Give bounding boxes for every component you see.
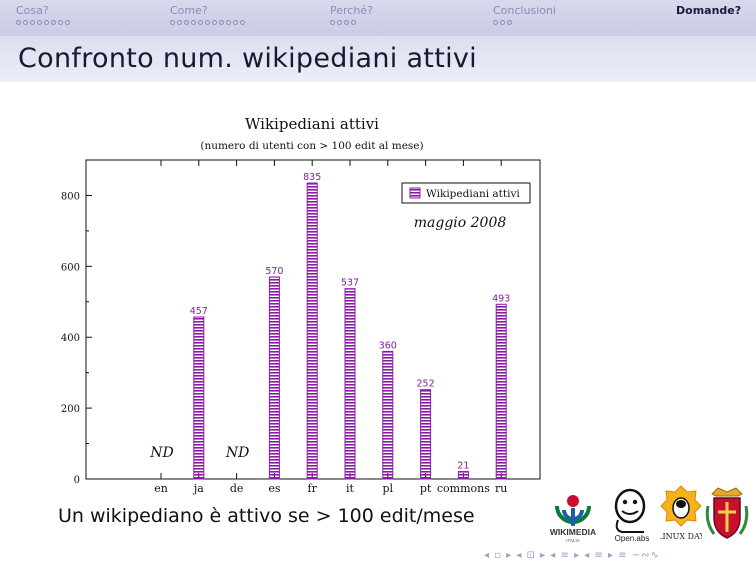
x-category-label: commons [437, 482, 490, 495]
nav-frame-dot[interactable] [184, 20, 189, 25]
x-category-label: en [154, 482, 168, 495]
wikimedia-logo: WIKIMEDIA ITALIA [550, 495, 596, 543]
bar-value-label: 457 [190, 306, 208, 317]
nav-frame-dot[interactable] [351, 20, 356, 25]
caption: Un wikipediano è attivo se > 100 edit/me… [58, 505, 475, 527]
nav-frame-dot[interactable] [65, 20, 70, 25]
nav-section-label[interactable]: Perché? [330, 4, 373, 17]
wikimedia-text: WIKIMEDIA [550, 527, 596, 537]
bar [306, 182, 318, 480]
slide-title-bar [0, 36, 756, 82]
nav-frame-dot[interactable] [51, 20, 56, 25]
not-available-label: ND [149, 445, 173, 461]
slide-title: Confronto num. wikipediani attivi [18, 43, 477, 74]
bar [268, 276, 280, 480]
x-category-label: fr [308, 482, 318, 495]
nav-frame-dot[interactable] [58, 20, 63, 25]
bar-value-label: 252 [417, 379, 435, 390]
nav-frame-dot[interactable] [23, 20, 28, 25]
x-category-label: de [230, 482, 244, 495]
linuxday-text: LINUX DAY [660, 532, 702, 541]
nav-section-dots [493, 20, 556, 25]
nav-frame-dot[interactable] [240, 20, 245, 25]
nav-frame-dot[interactable] [344, 20, 349, 25]
bar-value-label: 360 [379, 340, 397, 351]
chart-annotation: maggio 2008 [414, 215, 507, 231]
x-category-label: pl [383, 482, 394, 495]
bar-value-label: 493 [492, 293, 510, 304]
nav-frame-dot[interactable] [170, 20, 175, 25]
x-category-label: ja [192, 482, 204, 495]
nav-frame-dot[interactable] [507, 20, 512, 25]
y-tick-label: 0 [74, 475, 80, 486]
openlabs-text: Open.abs [615, 534, 650, 543]
bar-value-label: 537 [341, 278, 359, 289]
nav-section-dots [170, 20, 245, 25]
nav-section-dots [330, 20, 373, 25]
y-tick-label: 400 [61, 333, 80, 344]
beamer-navigation-symbols[interactable]: ◂ ▫ ▸ ◂ ⊡ ▸ ◂ ≡ ▸ ◂ ≡ ▸ ≡ ∽∾∿ [484, 550, 660, 561]
nav-frame-dot[interactable] [16, 20, 21, 25]
bar [457, 471, 469, 480]
bar [420, 389, 432, 480]
bar-value-label: 835 [303, 172, 321, 183]
legend-box [401, 182, 531, 204]
wikimedia-subtext: ITALIA [566, 538, 579, 543]
openlabs-logo: Open.abs [615, 488, 650, 543]
nav-section-4[interactable]: Conclusioni [493, 4, 556, 25]
nav-frame-dot[interactable] [233, 20, 238, 25]
linuxday-logo: LINUX DAY [660, 485, 702, 541]
y-tick-label: 200 [61, 404, 80, 415]
x-category-label: ru [495, 482, 507, 495]
nav-section-5[interactable]: Domande? [676, 4, 741, 20]
bar [193, 316, 205, 480]
bar [382, 350, 394, 480]
nav-section-2[interactable]: Come? [170, 4, 245, 25]
y-tick-label: 600 [61, 262, 80, 273]
legend-label: Wikipediani attivi [426, 188, 520, 200]
bar-value-label: 570 [265, 266, 283, 277]
nav-section-label[interactable]: Cosa? [16, 4, 49, 17]
nav-section-label[interactable]: Domande? [676, 4, 742, 17]
y-tick-label: 800 [61, 191, 80, 202]
nav-frame-dot[interactable] [205, 20, 210, 25]
nav-frame-dot[interactable] [37, 20, 42, 25]
nav-section-3[interactable]: Perché? [330, 4, 373, 25]
nav-section-label[interactable]: Come? [170, 4, 208, 17]
city-crest-logo [705, 487, 749, 539]
nav-frame-dot[interactable] [191, 20, 196, 25]
nav-section-label[interactable]: Conclusioni [493, 4, 557, 17]
legend-swatch [409, 187, 421, 199]
nav-frame-dot[interactable] [219, 20, 224, 25]
nav-frame-dot[interactable] [330, 20, 335, 25]
nav-frame-dot[interactable] [198, 20, 203, 25]
x-category-label: it [346, 482, 355, 495]
nav-frame-dot[interactable] [44, 20, 49, 25]
nav-frame-dot[interactable] [226, 20, 231, 25]
beamer-top-navigation: Cosa? Come? Perché? Conclusioni Domande? [0, 0, 756, 36]
x-category-label: pt [420, 482, 432, 495]
nav-frame-dot[interactable] [500, 20, 505, 25]
nav-frame-dot[interactable] [337, 20, 342, 25]
not-available-label: ND [225, 445, 249, 461]
nav-frame-dot[interactable] [212, 20, 217, 25]
nav-section-1[interactable]: Cosa? [16, 4, 70, 25]
bar [344, 288, 356, 480]
nav-frame-dot[interactable] [30, 20, 35, 25]
chart-title: Wikipediani attivi [245, 115, 379, 133]
nav-section-dots [16, 20, 70, 25]
nav-frame-dot[interactable] [177, 20, 182, 25]
x-category-label: es [268, 482, 281, 495]
chart-subtitle: (numero di utenti con > 100 edit al mese… [200, 140, 423, 152]
bar-value-label: 21 [457, 461, 469, 472]
nav-frame-dot[interactable] [493, 20, 498, 25]
bar [495, 303, 507, 480]
